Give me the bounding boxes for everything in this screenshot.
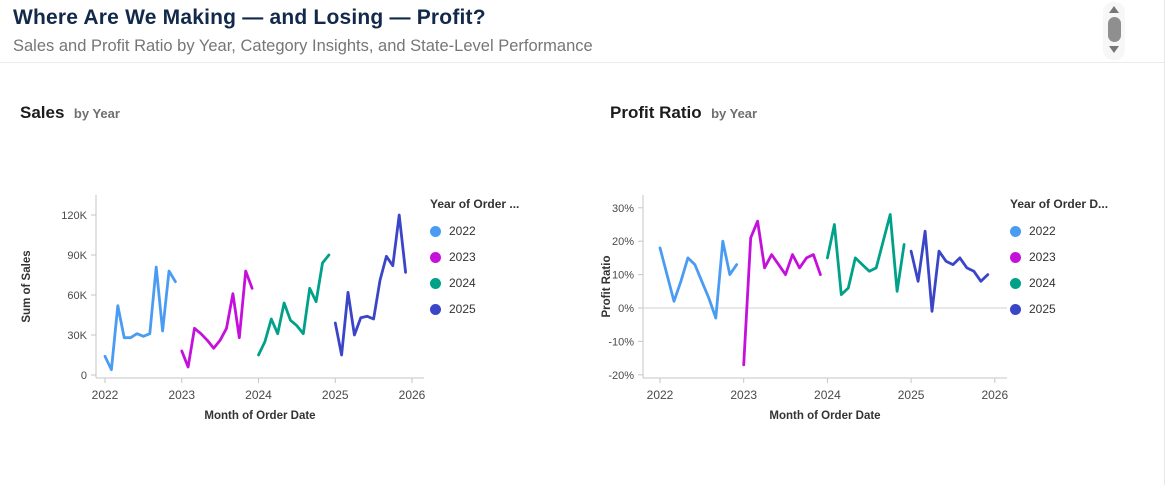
series-lines (103, 213, 408, 372)
y-tick-label: 30K (67, 330, 87, 342)
legend-label: 2024 (1029, 276, 1056, 290)
x-tick-label: 2022 (92, 388, 119, 402)
y-tick-label: 0 (81, 370, 87, 382)
x-tick-label: 2025 (322, 388, 349, 402)
y-tick-label: 0% (618, 303, 634, 315)
series-line-2022[interactable] (658, 239, 739, 320)
legend-label: 2023 (1029, 250, 1056, 264)
scroll-up-arrow-icon[interactable] (1109, 6, 1119, 13)
legend-swatch-icon (430, 225, 441, 237)
x-tick-label: 2026 (981, 388, 1008, 402)
series-line-2022[interactable] (103, 265, 177, 372)
legend-swatch-icon (1010, 303, 1021, 315)
vertical-scrollbar[interactable] (1103, 2, 1125, 60)
profit-ratio-line-chart[interactable]: -20% -10% 0% 10% 20% 30% 2022 2023 2024 2025 2026 M… (595, 185, 1165, 445)
y-tick-label: -20% (608, 370, 634, 382)
x-tick-label: 2023 (168, 388, 195, 402)
series-line-2023[interactable] (180, 269, 254, 369)
legend-swatch-icon (430, 251, 441, 263)
series-line-2024[interactable] (825, 213, 906, 296)
sales-chart-title: Sales by Year (20, 103, 120, 123)
y-axis-title: Profit Ratio (601, 256, 613, 318)
sales-legend: Year of Order ... 2022 2023 2024 2025 (430, 197, 540, 327)
series-line-2025[interactable] (909, 229, 990, 313)
legend-label: 2023 (449, 250, 476, 264)
sales-title-text: Sales (20, 103, 65, 122)
sales-title-suffix: by Year (73, 106, 120, 121)
legend-swatch-icon (430, 303, 441, 315)
legend-label: 2025 (1029, 302, 1056, 316)
y-tick-label: 20% (612, 236, 634, 248)
series-line-2024[interactable] (257, 253, 331, 357)
dashboard-header: Where Are We Making — and Losing — Profi… (0, 0, 1165, 63)
page-title: Where Are We Making — and Losing — Profi… (13, 6, 486, 29)
x-tick-label: 2025 (898, 388, 925, 402)
y-tick-label: -10% (608, 336, 634, 348)
x-tick-label: 2023 (730, 388, 757, 402)
scrollbar-thumb[interactable] (1107, 17, 1121, 42)
series-line-2025[interactable] (333, 213, 408, 357)
legend-item-2023[interactable]: 2023 (1010, 249, 1120, 265)
y-tick-label: 90K (67, 250, 87, 262)
legend-label: 2024 (449, 276, 476, 290)
x-tick-label: 2024 (245, 388, 272, 402)
x-axis-title: Month of Order Date (769, 410, 880, 422)
x-tick-label: 2026 (399, 388, 426, 402)
legend-label: 2025 (449, 302, 476, 316)
profit-ratio-legend: Year of Order D... 2022 2023 2024 2025 (1010, 197, 1120, 327)
y-tick-label: 60K (67, 290, 87, 302)
legend-swatch-icon (1010, 251, 1021, 263)
legend-title: Year of Order D... (1010, 197, 1109, 211)
profit-ratio-chart-title: Profit Ratio by Year (610, 103, 757, 123)
x-tick-label: 2022 (647, 388, 674, 402)
y-axis-title: Sum of Sales (21, 250, 33, 322)
legend-item-2022[interactable]: 2022 (430, 223, 540, 239)
sales-line-chart[interactable]: 0 30K 60K 90K 120K 2022 2023 2024 2025 2026 Month … (0, 185, 435, 445)
legend-item-2023[interactable]: 2023 (430, 249, 540, 265)
legend-item-2022[interactable]: 2022 (1010, 223, 1120, 239)
scroll-down-arrow-icon[interactable] (1109, 46, 1119, 53)
legend-label: 2022 (1029, 224, 1056, 238)
legend-item-2025[interactable]: 2025 (1010, 301, 1120, 317)
series-line-2023[interactable] (742, 219, 822, 367)
legend-swatch-icon (1010, 277, 1021, 289)
legend-item-2024[interactable]: 2024 (1010, 275, 1120, 291)
x-tick-label: 2024 (814, 388, 841, 402)
y-tick-label: 120K (61, 210, 87, 222)
y-tick-label: 30% (612, 203, 634, 215)
profit-ratio-title-suffix: by Year (711, 106, 758, 121)
legend-item-2025[interactable]: 2025 (430, 301, 540, 317)
x-axis-title: Month of Order Date (204, 410, 315, 422)
legend-swatch-icon (430, 277, 441, 289)
axes (95, 195, 424, 379)
y-tick-label: 10% (612, 270, 634, 282)
legend-swatch-icon (1010, 225, 1021, 237)
axes (642, 195, 1007, 379)
legend-item-2024[interactable]: 2024 (430, 275, 540, 291)
legend-title: Year of Order ... (430, 197, 520, 211)
legend-label: 2022 (449, 224, 476, 238)
profit-ratio-title-text: Profit Ratio (610, 103, 702, 122)
series-lines (658, 213, 990, 367)
page-subtitle: Sales and Profit Ratio by Year, Category… (13, 37, 593, 55)
